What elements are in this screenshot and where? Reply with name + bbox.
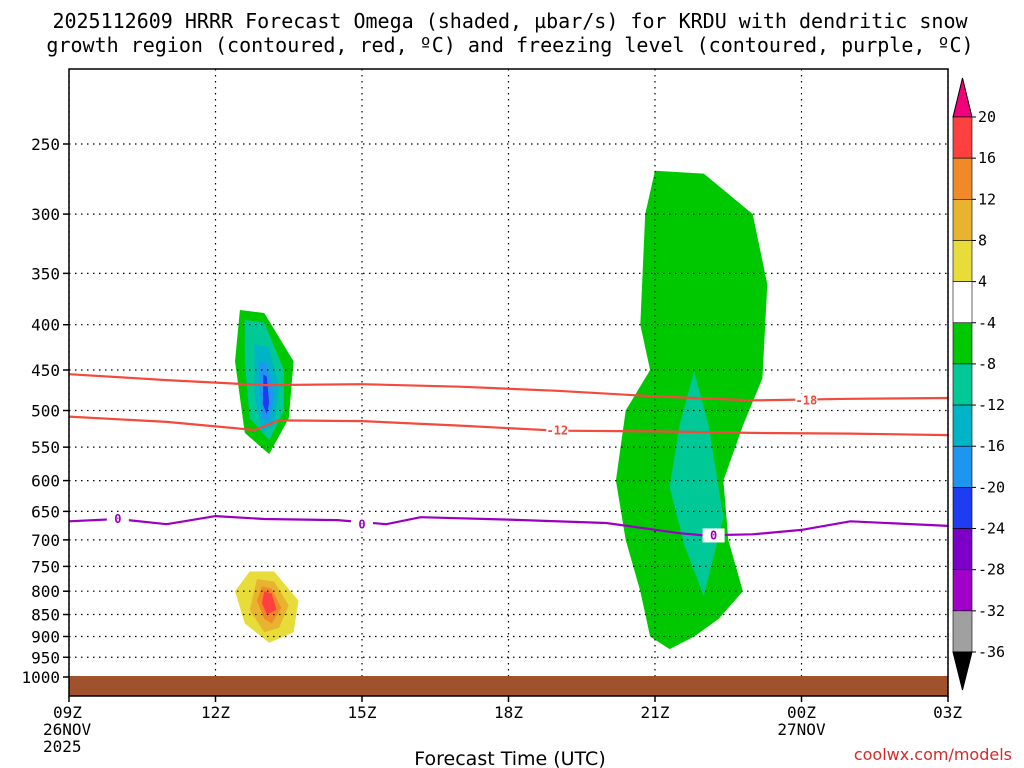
y-tick-label-950: 950 [31, 648, 60, 667]
gridlines [68, 69, 949, 696]
y-tick-label-900: 900 [31, 627, 60, 646]
x-tick-label-03Z: 03Z [933, 703, 962, 722]
omega-shaded-regions [235, 170, 768, 650]
site-credit: coolwx.com/models [854, 745, 1012, 764]
y-tick-label-650: 650 [31, 502, 60, 521]
contour-label-0: 0 [358, 518, 365, 532]
colorbar-label--8: -8 [978, 355, 996, 373]
contour-label-bg [546, 423, 569, 438]
y-tick-label-400: 400 [31, 316, 60, 335]
chart-title-line2: growth region (contoured, red, ºC) and f… [46, 33, 973, 57]
omega-colorbar: 20 16 12 8 4 -4 -8 -12 -16 -20 -24 -28 -32 -36 [952, 77, 1005, 691]
contour-label-bg [351, 517, 373, 532]
y-tick-label-300: 300 [31, 205, 60, 224]
year-label: 2025 [43, 737, 82, 756]
colorbar-segment-7 [952, 404, 973, 447]
colorbar-label--28: -28 [978, 561, 1005, 579]
colorbar-label--12: -12 [978, 396, 1005, 414]
colorbar-label-4: 4 [978, 273, 987, 291]
colorbar-label--36: -36 [978, 643, 1005, 661]
colorbar-segment-10 [952, 528, 973, 570]
colorbar-segment-5 [952, 322, 973, 365]
colorbar-segment-2 [952, 199, 973, 241]
colorbar-label--24: -24 [978, 520, 1005, 538]
x-tick-label-18Z: 18Z [494, 703, 523, 722]
omega-region-10 [261, 591, 277, 615]
colorbar-segment-bottom [952, 651, 973, 691]
x-axis-title: Forecast Time (UTC) [414, 748, 605, 768]
x-tick-label-21Z: 21Z [641, 703, 670, 722]
colorbar-segment-0 [952, 116, 973, 159]
y-tick-label-450: 450 [31, 361, 60, 380]
colorbar-segment-4 [952, 281, 973, 324]
y-tick-label-850: 850 [31, 606, 60, 625]
x-tick-label-00Z: 00Z [787, 703, 816, 722]
y-tick-label-600: 600 [31, 472, 60, 491]
x-tick-label-09Z: 09Z [53, 703, 82, 722]
date-label-26NOV: 26NOV [43, 720, 92, 739]
y-tick-label-1000: 1000 [21, 668, 60, 687]
y-tick-label-800: 800 [31, 582, 60, 601]
x-tick-label-12Z: 12Z [201, 703, 230, 722]
contour-label-bg [795, 393, 818, 408]
y-axis-pressure-ticks: 250 300 350 400 450 500 550 600 650 700 750 800 850 9… [21, 135, 69, 687]
contour-label-bg [106, 511, 129, 526]
y-tick-label-500: 500 [31, 402, 60, 421]
y-tick-label-250: 250 [31, 135, 60, 154]
date-label-27NOV: 27NOV [777, 720, 826, 739]
contour-label--18: -18 [796, 393, 818, 407]
colorbar-segment-8 [952, 445, 973, 488]
colorbar-segment-3 [952, 240, 973, 282]
plot-area: -18 -12 0 0 0 [68, 68, 949, 697]
contour-label-0: 0 [710, 528, 717, 542]
y-tick-label-550: 550 [31, 438, 60, 457]
colorbar-label-8: 8 [978, 231, 987, 249]
colorbar-label--20: -20 [978, 478, 1005, 496]
colorbar-label--16: -16 [978, 437, 1005, 455]
x-tick-label-15Z: 15Z [348, 703, 377, 722]
colorbar-label-20: 20 [978, 108, 996, 126]
colorbar-segment-6 [952, 363, 973, 406]
colorbar-segment-1 [952, 157, 973, 200]
colorbar-label-16: 16 [978, 149, 996, 167]
contour-line-0 [68, 514, 949, 537]
colorbar-label--4: -4 [978, 314, 996, 332]
y-tick-label-700: 700 [31, 531, 60, 550]
colorbar-label--32: -32 [978, 602, 1005, 620]
colorbar-segment-9 [952, 487, 973, 529]
colorbar-label-12: 12 [978, 190, 996, 208]
y-tick-label-750: 750 [31, 557, 60, 576]
contour-label-0: 0 [114, 512, 121, 526]
contour-label--12: -12 [546, 424, 568, 438]
y-tick-label-350: 350 [31, 264, 60, 283]
contour-label-bg [702, 528, 725, 543]
contour-line--12 [68, 415, 949, 437]
colorbar-segment-11 [952, 569, 973, 612]
chart-title-line1: 2025112609 HRRR Forecast Omega (shaded, … [52, 9, 968, 33]
ground-below-surface [69, 676, 948, 696]
colorbar-segment-12 [952, 610, 973, 653]
temperature-contours: -18 -12 0 0 0 [68, 373, 949, 543]
